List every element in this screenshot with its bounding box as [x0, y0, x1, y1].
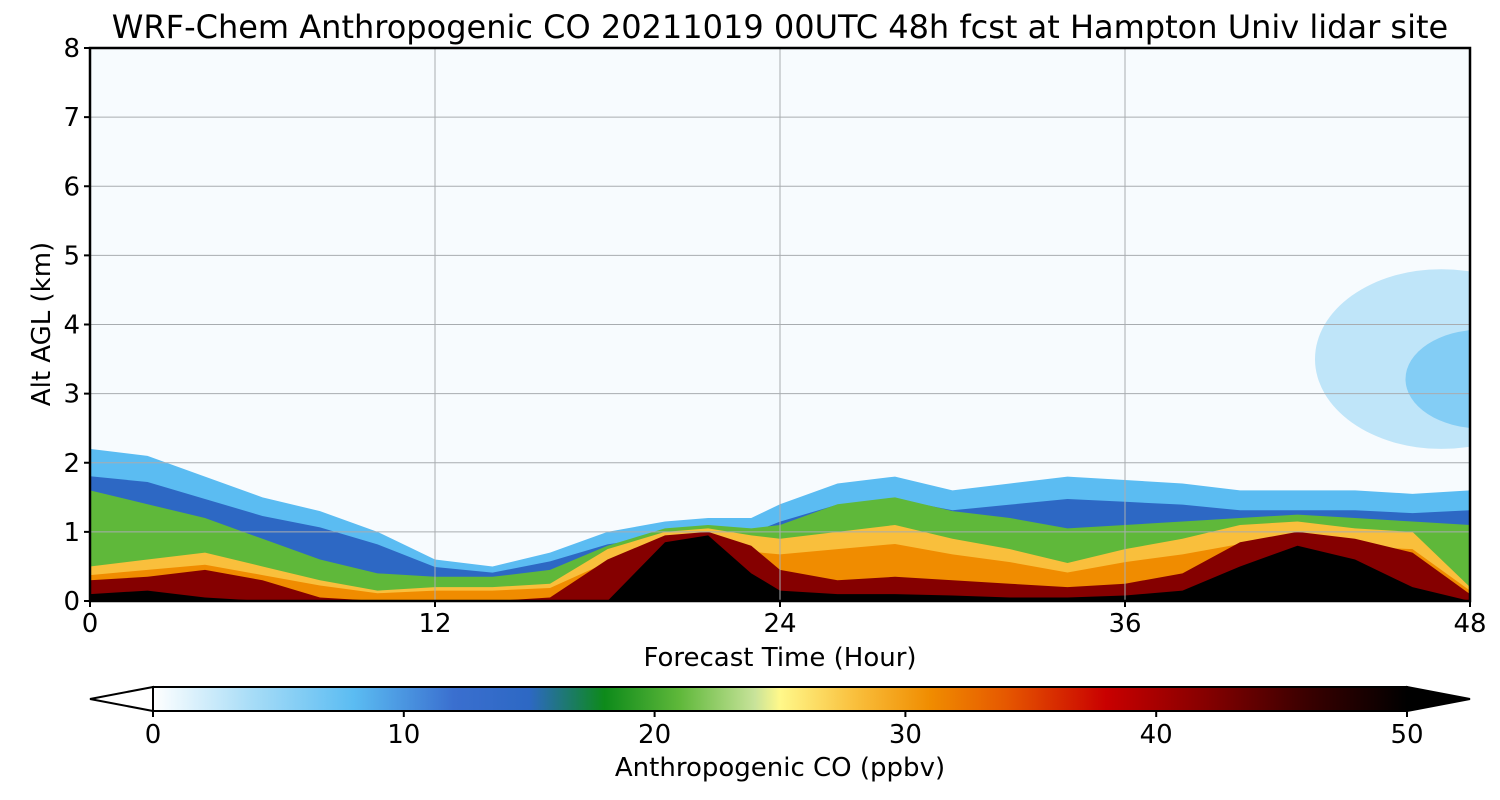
colorbar-tick-label: 50: [1390, 720, 1423, 750]
y-tick-label: 6: [63, 172, 80, 202]
colorbar-min-extend: [89, 685, 154, 713]
x-tick-label: 12: [418, 609, 451, 639]
y-axis: 0 1 2 3 4 5 6 7 8: [63, 34, 90, 617]
y-tick-label: 0: [63, 587, 80, 617]
y-tick-label: 1: [63, 518, 80, 548]
grid-lines: [90, 48, 1470, 601]
colorbar-tick-label: 20: [638, 720, 671, 750]
y-axis-label: Alt AGL (km): [27, 242, 57, 406]
chart-title: WRF-Chem Anthropogenic CO 20211019 00UTC…: [111, 8, 1449, 46]
y-tick-label: 3: [63, 380, 80, 410]
x-axis: 0 12 24 36 48: [82, 601, 1487, 639]
colorbar-ticks: 0 10 20 30 40 50: [145, 711, 1424, 750]
colorbar-tick-label: 40: [1140, 720, 1173, 750]
y-tick-label: 5: [63, 241, 80, 271]
colorbar-body: [153, 687, 1407, 711]
x-tick-label: 48: [1453, 609, 1486, 639]
x-tick-label: 36: [1108, 609, 1141, 639]
x-axis-label: Forecast Time (Hour): [643, 643, 916, 673]
colorbar-tick-label: 0: [145, 720, 162, 750]
colorbar-max-extend: [1406, 685, 1471, 713]
y-tick-label: 8: [63, 34, 80, 64]
colorbar-tick-label: 10: [387, 720, 420, 750]
y-tick-label: 2: [63, 449, 80, 479]
x-tick-label: 24: [763, 609, 796, 639]
y-tick-label: 7: [63, 103, 80, 133]
colorbar-frame: [152, 686, 1408, 712]
layer-core: [90, 535, 1470, 601]
x-tick-label: 0: [82, 609, 99, 639]
colorbar-tick-label: 30: [889, 720, 922, 750]
y-tick-label: 4: [63, 311, 80, 341]
colorbar: 0 10 20 30 40 50: [89, 685, 1471, 750]
aloft-plume-inner: [1405, 330, 1470, 428]
colorbar-label: Anthropogenic CO (ppbv): [615, 753, 945, 783]
